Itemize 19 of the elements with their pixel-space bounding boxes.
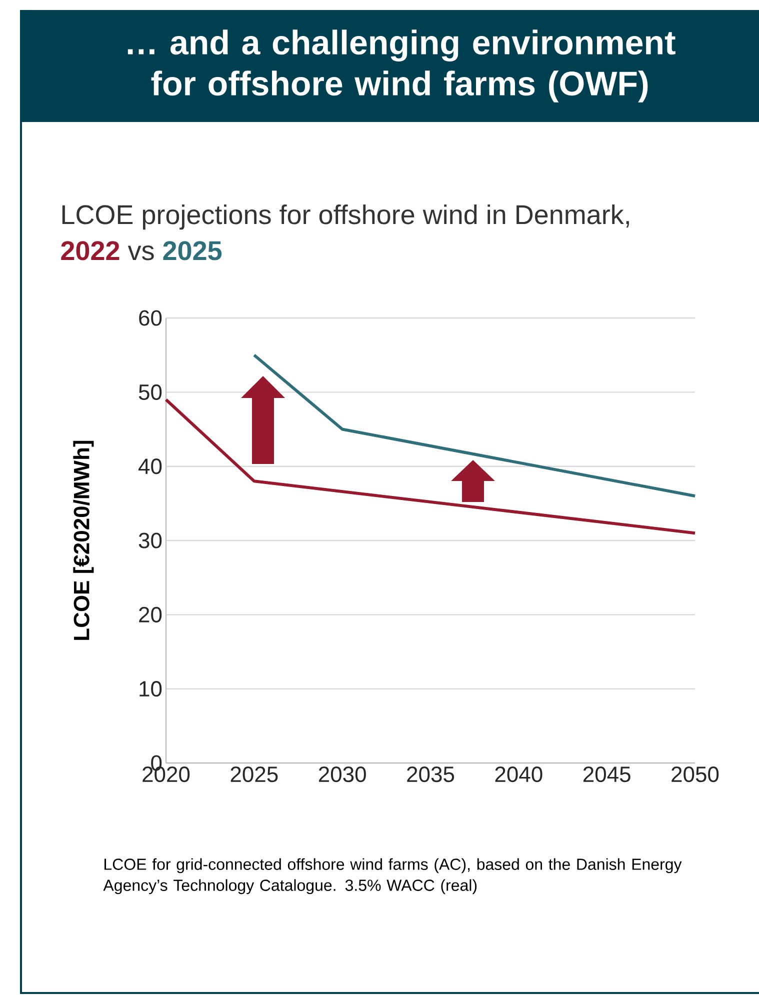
text: 2025 <box>163 241 222 260</box>
y-tick-label: 10 <box>140 681 162 697</box>
y-tick-label: 20 <box>139 606 162 622</box>
y-tick-label: 30 <box>138 532 162 548</box>
text: vs <box>128 246 154 260</box>
text: LCOE for grid-connected offshore wind farms (AC), based on the Danish Energy Agency’s Technology Catalogue. 3.5% WACC (real) <box>103 858 682 894</box>
chart-title: … and a challenging environment for offshore wind farms (OWF) <box>128 30 676 102</box>
y-tick-label: 60 <box>139 310 162 326</box>
y-tick-label: 50 <box>138 384 162 400</box>
x-tick-label: 2025 <box>230 766 278 782</box>
y-axis-title: LCOE [€2020/MWh] <box>73 440 94 640</box>
x-tick-label: 2045 <box>583 766 630 782</box>
x-tick-label: 2030 <box>318 766 366 782</box>
chart-subtitle: LCOE projections for offshore wind in Denmark, <box>62 204 629 230</box>
text: 2022 <box>61 241 120 260</box>
x-tick-label: 2035 <box>407 766 454 782</box>
x-tick-label: 2040 <box>495 766 542 782</box>
x-tick-label: 2050 <box>672 766 719 782</box>
y-tick-label: 40 <box>138 458 162 474</box>
